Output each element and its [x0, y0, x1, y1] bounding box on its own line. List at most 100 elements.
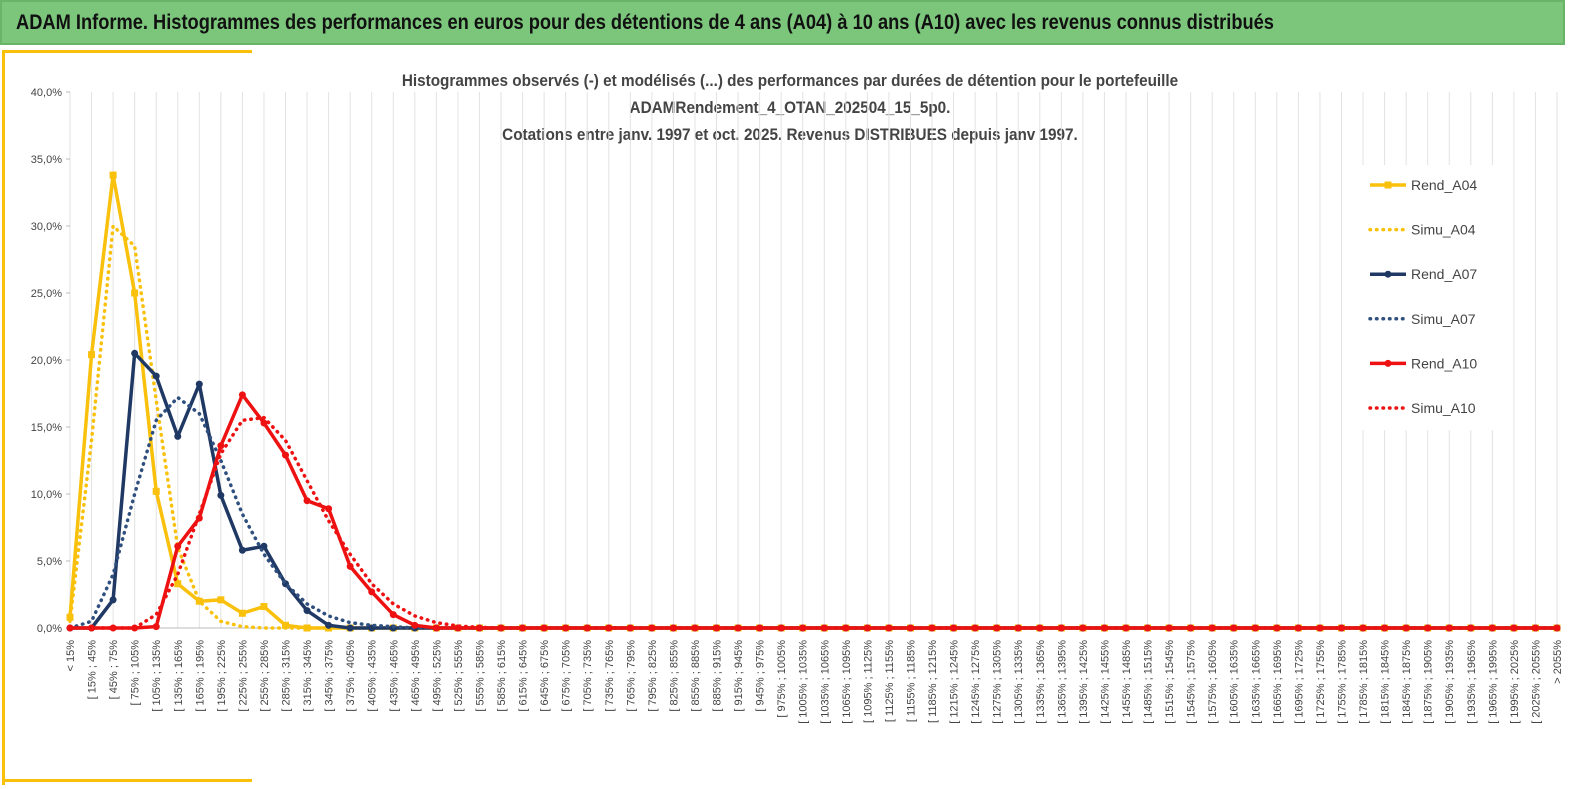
x-tick-label: [ 75% ; 105% — [130, 640, 142, 706]
marker — [583, 624, 591, 632]
marker — [325, 621, 333, 629]
x-tick-label: [ 1965% ; 1995% — [1487, 640, 1499, 724]
x-tick-label: [ 1665% ; 1695% — [1272, 640, 1284, 724]
x-tick-label: [ 1905% ; 1935% — [1444, 640, 1456, 724]
marker — [1467, 624, 1475, 632]
marker — [282, 451, 290, 459]
x-tick-label: [ 1785% ; 1815% — [1358, 640, 1370, 724]
marker — [174, 580, 182, 588]
marker — [88, 351, 96, 359]
marker — [303, 607, 311, 615]
x-tick-label: < 15% — [65, 640, 77, 672]
marker — [1381, 624, 1389, 632]
marker — [777, 624, 785, 632]
x-tick-label: [ 1515% ; 1545% — [1164, 640, 1176, 724]
x-tick-label: [ 315% ; 345% — [302, 640, 314, 712]
x-tick-label: [ 1215% ; 1245% — [949, 640, 961, 724]
x-tick-label: [ 615% ; 645% — [518, 640, 530, 712]
x-tick-label: [ 225% ; 255% — [237, 640, 249, 712]
x-tick-label: [ 705% ; 735% — [582, 640, 594, 712]
marker — [346, 562, 354, 570]
x-tick-label: [ 645% ; 675% — [539, 640, 551, 712]
marker — [217, 596, 225, 604]
marker — [174, 542, 182, 550]
x-tick-label: [ 555% ; 585% — [474, 640, 486, 712]
x-tick-label: [ 1305% ; 1335% — [1013, 640, 1025, 724]
marker — [238, 391, 246, 399]
x-tick-label: [ 1035% ; 1065% — [819, 640, 831, 724]
x-tick-label: [ 1425% ; 1455% — [1099, 640, 1111, 724]
y-tick-label: 5,0% — [37, 556, 62, 568]
marker — [993, 624, 1001, 632]
marker — [842, 624, 850, 632]
x-tick-label: [ 1845% ; 1875% — [1401, 640, 1413, 724]
x-tick-label: [ 1275% ; 1305% — [992, 640, 1004, 724]
x-tick-label: [ 885% ; 915% — [712, 640, 724, 712]
x-tick-label: [ 1005% ; 1035% — [798, 640, 810, 724]
x-tick-label: [ 765% ; 795% — [625, 640, 637, 712]
marker — [217, 491, 225, 499]
x-tick-label: [ 1995% ; 2025% — [1509, 640, 1521, 724]
legend-marker — [1384, 359, 1392, 367]
marker — [1531, 624, 1539, 632]
x-tick-label: [ 585% ; 615% — [496, 640, 508, 712]
x-tick-label: [ 1245% ; 1275% — [970, 640, 982, 724]
marker — [303, 624, 311, 632]
marker — [1553, 624, 1561, 632]
x-tick-label: [ 1155% ; 1185% — [905, 640, 917, 722]
x-tick-label: [ 2025% ; 2055% — [1530, 640, 1542, 724]
x-tick-label: [ 1335% ; 1365% — [1035, 640, 1047, 724]
marker — [1187, 624, 1195, 632]
y-tick-label: 35,0% — [31, 154, 62, 166]
marker — [497, 624, 505, 632]
marker — [260, 419, 268, 427]
x-tick-label: [ 435% ; 465% — [388, 640, 400, 712]
x-tick-label: [ 195% ; 225% — [216, 640, 228, 712]
x-tick-label: [ 975% ; 1005% — [776, 640, 788, 718]
x-tick-label: [ 915% ; 945% — [733, 640, 745, 712]
marker — [411, 621, 419, 629]
x-tick-label: [ 1695% ; 1725% — [1293, 640, 1305, 724]
marker — [217, 442, 225, 450]
series-line — [70, 351, 1557, 630]
x-tick-label: [ 1755% ; 1785% — [1336, 640, 1348, 724]
y-tick-label: 0,0% — [37, 623, 62, 635]
y-tick-label: 30,0% — [31, 221, 62, 233]
marker — [389, 611, 397, 619]
x-tick-label: [ 945% ; 975% — [755, 640, 767, 712]
x-tick-label: [ 1635% ; 1665% — [1250, 640, 1262, 724]
marker — [971, 624, 979, 632]
chart-title: ADAMRendement_4_OTAN_202504_15_5p0. — [630, 98, 951, 117]
legend-label: Simu_A10 — [1411, 400, 1476, 416]
x-tick-label: [ 1485% ; 1515% — [1143, 640, 1155, 724]
marker — [195, 597, 203, 605]
accent — [2, 50, 5, 785]
marker — [152, 623, 160, 631]
marker — [648, 624, 656, 632]
legend-label: Simu_A04 — [1411, 222, 1476, 238]
marker — [152, 487, 160, 495]
y-tick-label: 15,0% — [31, 422, 62, 434]
marker — [238, 546, 246, 554]
x-tick-label: [ 1095% ; 1125% — [862, 640, 874, 723]
x-tick-label: [ 1575% ; 1605% — [1207, 640, 1219, 724]
x-tick-label: [ 345% ; 375% — [324, 640, 336, 712]
marker — [1316, 624, 1324, 632]
marker — [713, 624, 721, 632]
marker — [131, 349, 139, 357]
marker — [238, 609, 246, 617]
y-tick-label: 10,0% — [31, 489, 62, 501]
x-tick-label: [ 855% ; 885% — [690, 640, 702, 712]
legend-label: Simu_A07 — [1411, 311, 1476, 327]
x-tick-label: [ 1395% ; 1425% — [1078, 640, 1090, 724]
x-tick-label: [ 1125% ; 1155% — [884, 640, 896, 722]
marker — [325, 505, 333, 513]
x-tick-label: [ 525% ; 555% — [453, 640, 465, 712]
x-tick-label: [ 1935% ; 1965% — [1466, 640, 1478, 724]
x-tick-label: [ 375% ; 405% — [345, 640, 357, 712]
legend-marker — [1384, 181, 1392, 189]
legend-box — [1360, 165, 1500, 430]
marker — [109, 596, 117, 604]
marker — [195, 380, 203, 388]
legend-marker — [1384, 270, 1392, 278]
